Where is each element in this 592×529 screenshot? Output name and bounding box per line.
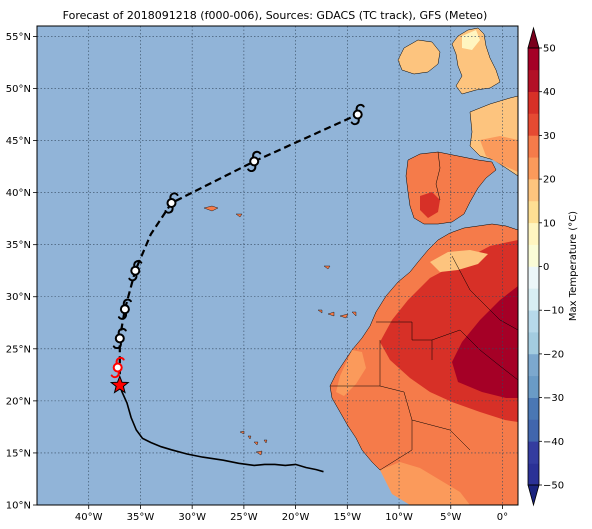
colorbar-tick-label: 50: [543, 44, 556, 55]
lat-tick-label: 45°N: [6, 136, 31, 147]
forecast-cyclone-icon: [247, 150, 262, 173]
forecast-cyclone-icon: [112, 327, 127, 350]
map-title: Forecast of 2018091218 (f000-006), Sourc…: [63, 9, 488, 22]
lat-tick-label: 25°N: [6, 344, 31, 355]
azores-islands: [203, 205, 243, 218]
colorbar-label: Max Temperature (°C): [568, 211, 579, 321]
colorbar-tick-label: −40: [543, 437, 564, 448]
colorbar-segment: [528, 135, 539, 158]
lon-tick-label: 20°W: [282, 512, 310, 523]
lat-tick-label: 30°N: [6, 292, 31, 303]
colorbar-tick-label: 20: [543, 175, 556, 186]
colorbar-over-arrow: [527, 26, 540, 49]
colorbar-segment: [528, 288, 539, 311]
colorbar: 50 40 30 20 10 0 −10 −20 −30 −40 −50 Max Temperatur…: [527, 26, 579, 507]
colorbar-segment: [528, 244, 539, 267]
lat-tick-label: 20°N: [6, 396, 31, 407]
lat-tick-label: 35°N: [6, 240, 31, 251]
france-warm-region: [480, 136, 518, 172]
colorbar-tick-label: −30: [543, 393, 564, 404]
atlas-cool-region: [430, 250, 488, 272]
map-frame: [36, 25, 519, 506]
tc-track-layer: [109, 103, 365, 473]
map-panel: [36, 25, 519, 506]
coastal-warm-region: [336, 350, 366, 396]
colorbar-tick-label: 10: [543, 218, 556, 229]
colorbar-segment: [528, 179, 539, 202]
colorbar-segment: [528, 266, 539, 289]
forecast-cyclone-icon: [128, 260, 143, 282]
country-borders: [330, 151, 518, 471]
colorbar-segment: [528, 375, 539, 398]
colorbar-segment: [528, 157, 539, 180]
lon-tick-label: 40°W: [75, 512, 103, 523]
lon-tick-label: 5°W: [440, 512, 461, 523]
lat-tick-label: 15°N: [6, 448, 31, 459]
colorbar-tick-label: 0: [543, 262, 549, 273]
forecast-track-line: [118, 113, 359, 386]
lon-tick-label: 10°W: [385, 512, 413, 523]
colorbar-segment: [528, 397, 539, 420]
lat-tick-label: 50°N: [6, 84, 31, 95]
colorbar-segment: [528, 332, 539, 355]
graticule: [37, 26, 518, 506]
colorbar-segment: [528, 222, 539, 245]
colorbar-segment: [528, 419, 539, 442]
colorbar-segment: [528, 441, 539, 464]
colorbar-tick-label: 40: [543, 87, 556, 98]
colorbar-segment: [528, 48, 539, 71]
land-layer: [203, 27, 518, 505]
colorbar-segment: [528, 310, 539, 333]
lon-tick-label: 35°W: [127, 512, 155, 523]
colorbar-tick-label: 30: [543, 131, 556, 142]
lon-tick-label: 25°W: [230, 512, 258, 523]
current-cyclone-icon: [110, 356, 125, 379]
colorbar-segment: [528, 200, 539, 224]
madeira-island: [323, 265, 331, 270]
forecast-cyclone-icon: [164, 192, 179, 214]
scotland-cool-region: [462, 30, 480, 50]
lat-tick-label: 40°N: [6, 188, 31, 199]
lon-tick-label: 15°W: [334, 512, 362, 523]
colorbar-tick-label: −20: [543, 349, 564, 360]
past-track-line: [119, 385, 324, 473]
current-position-star-icon: [109, 374, 130, 394]
forecast-cyclone-icon: [117, 298, 132, 320]
colorbar-under-arrow: [527, 484, 540, 507]
colorbar-segment: [528, 353, 539, 377]
colorbar-segment: [528, 113, 539, 136]
colorbar-segment: [528, 463, 539, 486]
colorbar-segment: [528, 91, 539, 114]
colorbar-tick-label: −10: [543, 306, 564, 317]
colorbar-tick-label: −50: [543, 481, 564, 492]
lat-tick-label: 10°N: [6, 501, 31, 512]
sahara-hottest-region: [452, 286, 518, 398]
forecast-cyclone-icon: [350, 103, 365, 126]
lon-tick-label: 30°W: [178, 512, 206, 523]
colorbar-segment: [528, 69, 539, 92]
iberia-hot-region: [420, 192, 440, 218]
canary-islands: [317, 309, 357, 319]
lon-tick-label: 0°: [497, 512, 508, 523]
ireland-landmass: [397, 39, 441, 75]
axis-labels: 40°W 35°W 30°W 25°W 20°W 15°W 10°W 5°W 0° 10°N 15°…: [6, 32, 508, 523]
guinea-warm-region: [380, 462, 470, 505]
lat-tick-label: 55°N: [6, 32, 31, 43]
